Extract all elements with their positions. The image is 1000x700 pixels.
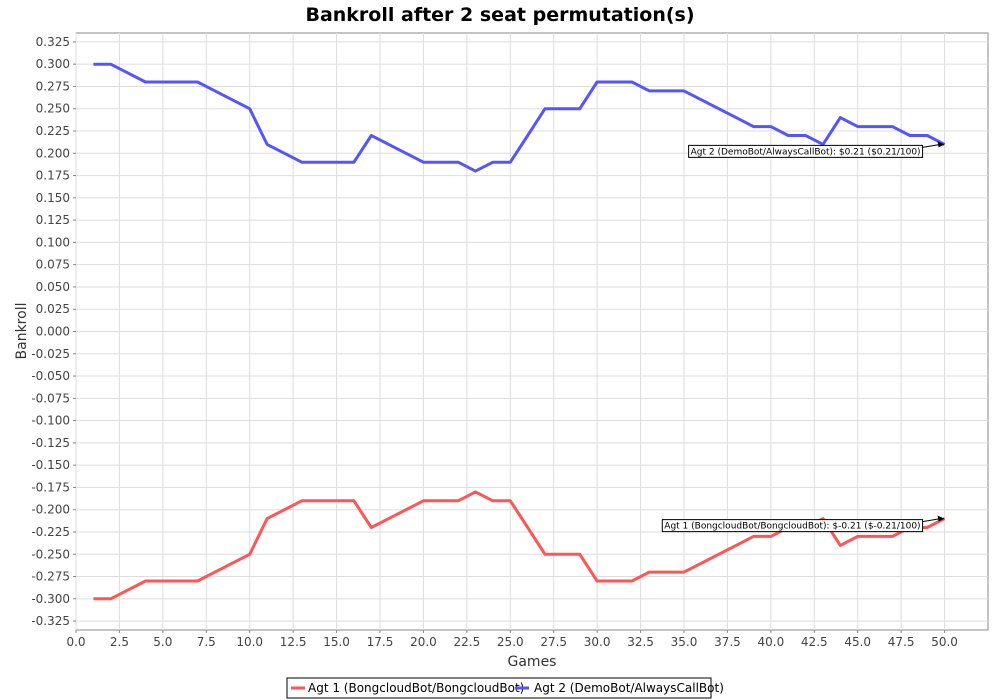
y-tick-label: 0.200 xyxy=(36,146,70,160)
y-tick-label: -0.200 xyxy=(31,503,70,517)
y-tick-label: -0.025 xyxy=(31,347,70,361)
x-tick-label: 32.5 xyxy=(627,635,654,649)
x-tick-label: 5.0 xyxy=(153,635,172,649)
x-tick-label: 30.0 xyxy=(584,635,611,649)
x-tick-label: 42.5 xyxy=(801,635,828,649)
legend-label-agt1: Agt 1 (BongcloudBot/BongcloudBot) xyxy=(308,681,524,695)
y-tick-label: -0.175 xyxy=(31,480,70,494)
series-line-agt2 xyxy=(93,62,946,173)
y-tick-label: -0.075 xyxy=(31,391,70,405)
legend-box xyxy=(286,677,712,699)
annotation-arrow xyxy=(922,518,941,523)
x-tick-label: 15.0 xyxy=(323,635,350,649)
annotation-agt2: Agt 2 (DemoBot/AlwaysCallBot): $0.21 ($0… xyxy=(688,141,945,158)
annotations: Agt 2 (DemoBot/AlwaysCallBot): $0.21 ($0… xyxy=(661,141,945,533)
x-tick-label: 50.0 xyxy=(931,635,958,649)
x-axis: 0.0 2.5 5.0 7.5 10.0 12.5 15.0 17.5 20.0 22.5 25.0… xyxy=(66,630,958,649)
annotation-label: Agt 1 (BongcloudBot/BongcloudBot): $-0.2… xyxy=(664,522,920,532)
y-tick-label: 0.050 xyxy=(36,280,70,294)
y-tick-label: 0.175 xyxy=(36,169,70,183)
x-tick-label: 10.0 xyxy=(236,635,263,649)
annotation-box xyxy=(661,519,924,533)
y-tick-label: 0.025 xyxy=(36,302,70,316)
y-tick-label: 0.300 xyxy=(36,57,70,71)
y-tick-label: 0.150 xyxy=(36,191,70,205)
y-tick-label: -0.050 xyxy=(31,369,70,383)
y-axis: 0.325 0.300 0.275 0.250 0.225 0.200 0.175 0.150… xyxy=(31,35,76,628)
grid-lines xyxy=(75,33,988,630)
y-tick-label: -0.250 xyxy=(31,547,70,561)
y-tick-label: -0.225 xyxy=(31,525,70,539)
y-tick-label: 0.100 xyxy=(36,235,70,249)
x-tick-label: 0.0 xyxy=(66,635,85,649)
x-tick-label: 35.0 xyxy=(671,635,698,649)
x-tick-label: 25.0 xyxy=(497,635,524,649)
y-tick-label: 0.075 xyxy=(36,258,70,272)
y-tick-label: 0.225 xyxy=(36,124,70,138)
annotation-arrow xyxy=(922,143,941,148)
y-tick-label: 0.275 xyxy=(36,79,70,93)
x-tick-label: 47.5 xyxy=(888,635,915,649)
x-axis-label: Games xyxy=(508,654,557,670)
x-tick-label: 45.0 xyxy=(844,635,871,649)
y-tick-label: 0.250 xyxy=(36,102,70,116)
y-tick-label: -0.125 xyxy=(31,436,70,450)
annotation-arrowhead xyxy=(937,141,945,148)
legend: Agt 1 (BongcloudBot/BongcloudBot) Agt 2 … xyxy=(286,677,724,699)
x-tick-label: 7.5 xyxy=(197,635,216,649)
x-tick-label: 37.5 xyxy=(714,635,741,649)
x-tick-label: 22.5 xyxy=(453,635,480,649)
x-tick-label: 12.5 xyxy=(280,635,307,649)
y-axis-label: Bankroll xyxy=(14,303,30,360)
y-tick-label: 0.000 xyxy=(36,325,70,339)
x-tick-label: 2.5 xyxy=(110,635,129,649)
legend-label-agt2: Agt 2 (DemoBot/AlwaysCallBot) xyxy=(534,681,724,695)
annotation-agt1: Agt 1 (BongcloudBot/BongcloudBot): $-0.2… xyxy=(661,515,945,533)
annotation-arrowhead xyxy=(937,515,945,522)
x-tick-label: 17.5 xyxy=(367,635,394,649)
x-tick-label: 20.0 xyxy=(410,635,437,649)
y-tick-label: -0.275 xyxy=(31,570,70,584)
y-tick-label: -0.300 xyxy=(31,592,70,606)
y-tick-label: 0.325 xyxy=(36,35,70,49)
annotation-label: Agt 2 (DemoBot/AlwaysCallBot): $0.21 ($0… xyxy=(691,147,921,157)
x-tick-label: 27.5 xyxy=(540,635,567,649)
chart-title: Bankroll after 2 seat permutation(s) xyxy=(305,4,694,26)
annotation-box xyxy=(688,144,924,158)
y-tick-label: -0.100 xyxy=(31,414,70,428)
y-tick-label: -0.325 xyxy=(31,614,70,628)
y-tick-label: -0.150 xyxy=(31,458,70,472)
y-tick-label: 0.125 xyxy=(36,213,70,227)
x-tick-label: 40.0 xyxy=(757,635,784,649)
